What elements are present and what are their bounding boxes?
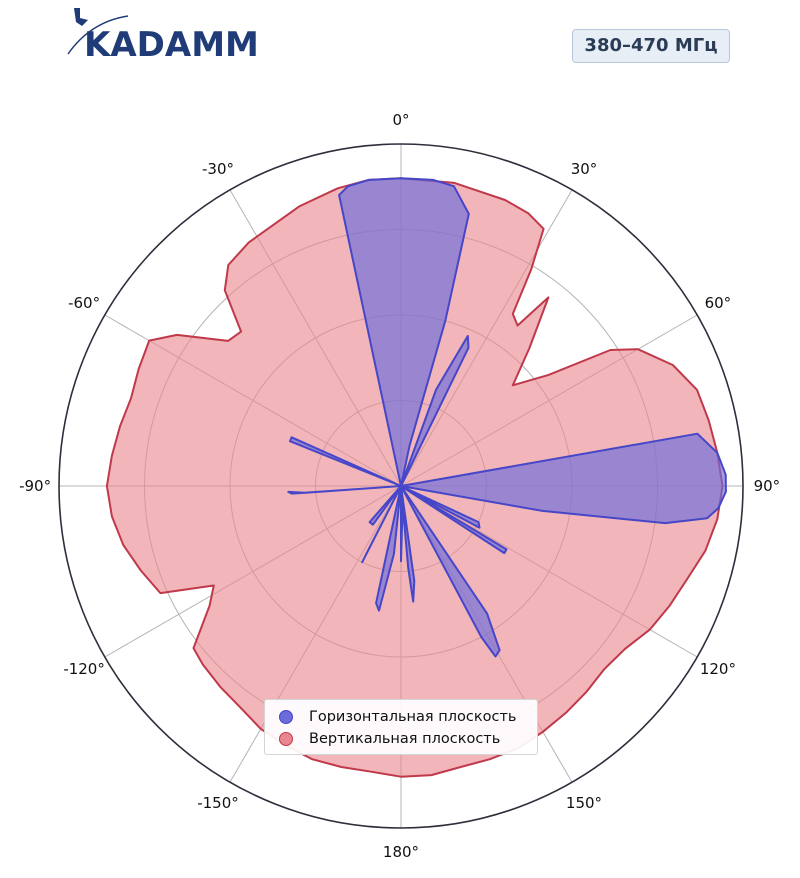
angle-tick-label-6: 180° (383, 843, 419, 861)
series-vertical-plane (105, 177, 724, 778)
angle-tick-label-4: 120° (700, 660, 736, 678)
angle-tick-label-1: 30° (571, 160, 598, 178)
angle-tick-label-5: 150° (566, 794, 602, 812)
angle-tick-label-11: -30° (202, 160, 234, 178)
angle-tick-label-9: -90° (19, 477, 51, 495)
legend-label-horizontal: Горизонтальная плоскость (309, 709, 517, 725)
chart-legend: Горизонтальная плоскость Вертикальная пл… (264, 699, 538, 755)
legend-item-vertical: Вертикальная плоскость (279, 728, 537, 750)
company-logo: KADAMM (62, 4, 272, 68)
logo-text: KADAMM (84, 25, 259, 64)
legend-marker-horizontal (279, 710, 293, 724)
angle-tick-label-10: -60° (68, 294, 100, 312)
legend-item-horizontal: Горизонтальная плоскость (279, 706, 537, 728)
angle-tick-label-7: -150° (197, 794, 239, 812)
legend-marker-vertical (279, 732, 293, 746)
angle-tick-label-3: 90° (754, 477, 781, 495)
angle-tick-label-0: 0° (392, 111, 409, 129)
angle-tick-label-2: 60° (705, 294, 732, 312)
polar-outer-ring (58, 143, 744, 829)
logo-flag (74, 8, 88, 26)
angle-tick-label-8: -120° (63, 660, 105, 678)
series-horizontal-plane (287, 177, 727, 658)
polar-frame (58, 143, 744, 829)
angle-tick-labels: 0° 30° 60° 90° 120° 150° 180° -150° -120° -90° -60… (19, 111, 780, 861)
frequency-band-badge: 380–470 МГц (572, 29, 730, 63)
logo-graphic: KADAMM (67, 8, 259, 65)
legend-label-vertical: Вертикальная плоскость (309, 731, 501, 747)
pattern-series (105, 177, 727, 778)
logo-swoosh (67, 15, 129, 55)
